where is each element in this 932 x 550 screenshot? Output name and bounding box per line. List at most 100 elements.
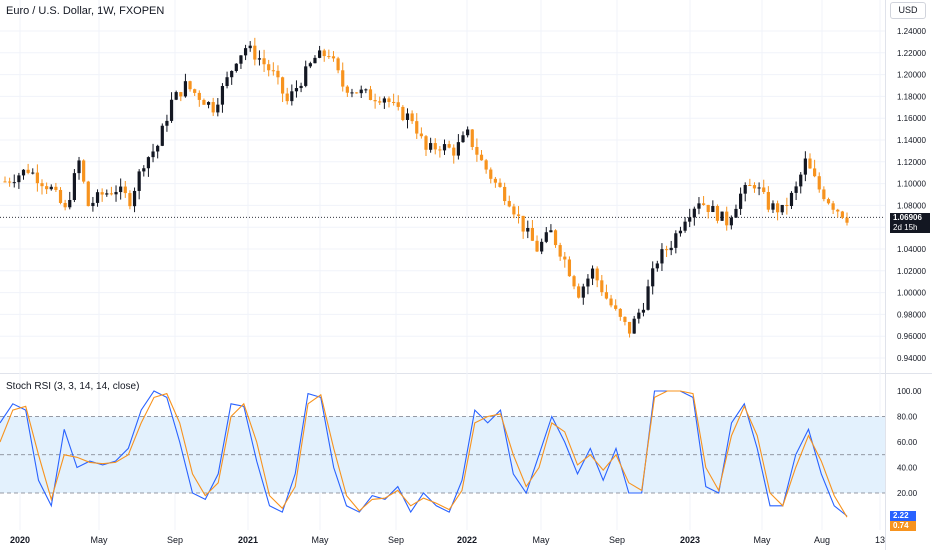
candle-body — [248, 45, 252, 49]
candle-body — [8, 181, 12, 183]
candle-body — [72, 173, 76, 200]
candle-body — [206, 102, 211, 105]
currency-button[interactable]: USD — [890, 2, 926, 19]
time-tick-label: 2020 — [10, 535, 30, 545]
candle-body — [479, 154, 484, 161]
candle-body — [336, 58, 340, 71]
time-tick-label: May — [311, 535, 329, 545]
candle-body — [498, 182, 502, 187]
candle-body — [456, 142, 460, 156]
price-tick-label: 1.20000 — [897, 71, 926, 80]
candle-body — [748, 184, 752, 186]
candlestick-series[interactable] — [3, 37, 849, 338]
price-tick-label: 1.18000 — [897, 92, 926, 101]
candle-body — [355, 92, 359, 94]
candle-body — [165, 120, 169, 126]
candle-body — [516, 214, 521, 216]
time-tick-label: 2022 — [457, 535, 477, 545]
price-tick-label: 1.16000 — [897, 114, 926, 123]
candle-body — [276, 70, 280, 78]
candle-body — [466, 129, 470, 136]
candle-body — [174, 92, 178, 100]
candle-body — [577, 286, 581, 298]
candle-body — [253, 45, 257, 60]
candle-body — [424, 136, 428, 150]
candle-body — [563, 256, 567, 260]
candle-body — [752, 185, 757, 189]
candle-body — [350, 92, 354, 94]
candle-body — [646, 286, 650, 310]
candle-body — [392, 101, 396, 103]
candle-body — [405, 113, 410, 120]
candle-body — [655, 263, 659, 269]
candle-body — [785, 204, 789, 207]
last-price-badge: 1.06906 — [890, 213, 930, 223]
time-axis: 2020 May Sep 2021 May Sep 2022 May Sep 2023 May Aug… — [10, 535, 885, 545]
indicator-label: Stoch RSI (3, 3, 14, 14, close) — [6, 381, 140, 392]
candle-body — [831, 203, 835, 210]
candle-body — [521, 215, 525, 232]
candle-body — [299, 85, 303, 89]
candle-body — [503, 186, 507, 202]
candle-body — [817, 176, 821, 190]
candle-body — [142, 168, 146, 172]
candle-body — [160, 125, 164, 146]
candle-body — [669, 247, 673, 251]
candle-body — [535, 240, 539, 252]
candle-body — [581, 286, 585, 298]
time-tick-label: Sep — [609, 535, 625, 545]
candle-body — [12, 182, 16, 184]
candle-body — [836, 209, 840, 212]
candle-body — [794, 186, 798, 193]
price-tick-label: 1.22000 — [897, 49, 926, 58]
candle-body — [766, 192, 770, 210]
candle-body — [211, 102, 215, 113]
stoch-rsi-lines[interactable] — [0, 390, 848, 518]
d-value-badge: 0.74 — [890, 521, 916, 531]
candle-body — [146, 157, 151, 169]
price-tick-label: 1.14000 — [897, 136, 926, 145]
candle-body — [45, 186, 49, 190]
candle-body — [123, 186, 127, 194]
candle-body — [86, 181, 90, 207]
candle-body — [614, 305, 618, 309]
candle-body — [544, 232, 548, 242]
candle-body — [119, 186, 123, 193]
candle-body — [808, 158, 812, 169]
time-tick-label: 2021 — [238, 535, 258, 545]
time-tick-label: 13 — [875, 535, 885, 545]
candle-body — [341, 70, 345, 87]
candle-body — [660, 249, 664, 264]
candle-body — [58, 189, 63, 203]
candle-body — [313, 57, 317, 64]
candle-body — [692, 208, 696, 218]
candle-body — [526, 227, 530, 232]
candle-body — [151, 151, 155, 158]
stoch-tick-label: 40.00 — [897, 464, 918, 473]
price-tick-label: 0.98000 — [897, 310, 926, 319]
candle-body — [95, 192, 100, 203]
candle-body — [678, 230, 683, 234]
price-tick-label: 1.24000 — [897, 27, 926, 36]
candle-body — [549, 230, 553, 233]
candle-body — [220, 86, 225, 105]
candle-body — [470, 129, 474, 147]
candle-body — [711, 206, 715, 213]
candle-body — [507, 201, 511, 207]
candle-body — [387, 98, 391, 102]
candle-body — [567, 259, 572, 277]
candle-body — [845, 217, 849, 223]
time-tick-label: Sep — [388, 535, 404, 545]
candle-body — [105, 193, 109, 195]
candle-body — [452, 147, 456, 156]
candle-body — [280, 77, 285, 94]
candle-body — [3, 181, 7, 183]
candle-body — [484, 160, 488, 170]
candle-body — [429, 143, 433, 150]
candle-body — [799, 174, 803, 187]
candle-body — [368, 89, 373, 101]
candle-body — [590, 268, 595, 279]
stoch-k-line — [0, 390, 848, 517]
candle-body — [234, 63, 238, 71]
time-tick-label: May — [532, 535, 550, 545]
